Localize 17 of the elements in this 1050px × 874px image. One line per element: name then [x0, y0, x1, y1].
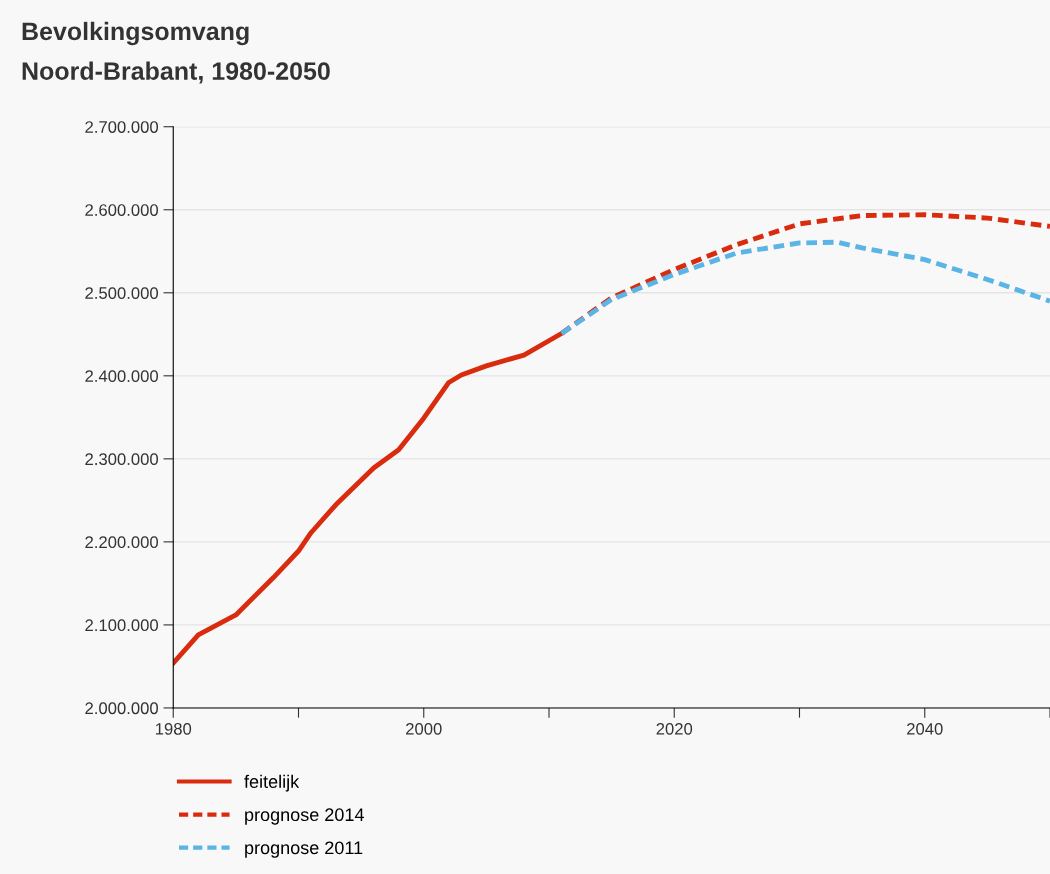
y-tick-label: 2.200.000 — [85, 536, 159, 549]
y-tick-label: 2.600.000 — [85, 204, 159, 216]
legend-label: feitelijk — [244, 774, 300, 792]
legend-label: prognose 2011 — [245, 841, 363, 858]
y-tick-label: 2.300.000 — [85, 453, 159, 466]
x-tick-label: 2020 — [656, 722, 693, 735]
y-tick-label: 2.400.000 — [85, 370, 159, 383]
y-tick-label: 2.000.000 — [85, 702, 159, 715]
y-tick-label: 2.100.000 — [85, 619, 159, 632]
legend-label: prognose 2014 — [245, 808, 364, 825]
chart-title: Bevolkingsomvang Noord-Brabant, 1980-2050 — [22, 21, 330, 84]
x-tick-label: 2040 — [907, 722, 943, 735]
x-tick-label: 1980 — [155, 722, 192, 735]
y-tick-label: 2.500.000 — [85, 287, 159, 299]
y-tick-label: 2.700.000 — [85, 121, 159, 133]
x-tick-label: 2000 — [406, 722, 442, 735]
line-series — [559, 239, 1050, 336]
